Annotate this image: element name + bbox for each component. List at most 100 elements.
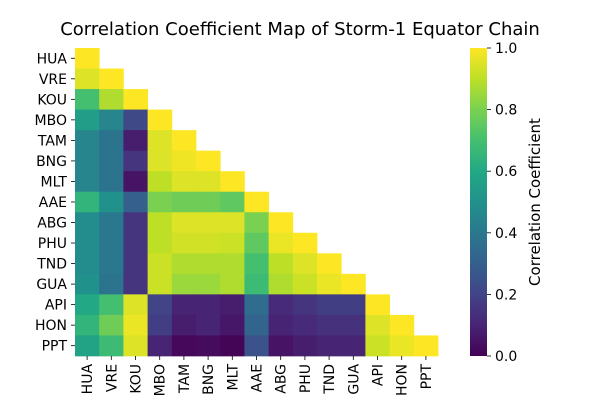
column-label: HON	[395, 364, 411, 396]
heatmap-cell	[171, 232, 197, 254]
heatmap-cell	[341, 273, 366, 295]
heatmap-cell	[75, 68, 100, 90]
row-label: VRE	[39, 72, 67, 88]
heatmap-cell	[196, 314, 221, 336]
heatmap-cell	[171, 273, 197, 295]
heatmap-cell	[389, 314, 415, 336]
colorbar-ticks: 0.0 0.2 0.4 0.6 0.8 1.0	[487, 41, 517, 365]
heatmap-cell	[99, 294, 124, 316]
heatmap-cell	[123, 89, 148, 110]
colorbar-tick-label: 0.2	[495, 287, 517, 303]
heatmap-cell	[123, 109, 148, 131]
column-label: PPT	[419, 364, 435, 390]
heatmap-cell	[220, 232, 245, 254]
heatmap-cell	[365, 335, 390, 357]
heatmap-cell	[196, 294, 221, 316]
heatmap-cell	[292, 335, 318, 357]
heatmap-cell	[220, 335, 245, 357]
heatmap-cell	[171, 335, 197, 357]
heatmap-cell	[244, 253, 269, 275]
heatmap-cell	[292, 314, 318, 336]
row-label: HUA	[37, 51, 68, 67]
heatmap-cell	[220, 273, 245, 295]
row-label: AAE	[39, 195, 67, 211]
heatmap-cell	[268, 294, 294, 316]
chart-title: Correlation Coefficient Map of Storm-1 E…	[60, 19, 540, 40]
row-label: PHU	[38, 236, 67, 252]
heatmap-cell	[244, 294, 269, 316]
column-labels: HUA VRE KOU MBO TAM BNG MLT AAE ABG PHU TND GUA API H…	[80, 355, 435, 396]
heatmap-cell	[123, 171, 148, 193]
heatmap-cell	[292, 294, 318, 316]
heatmap-cell	[75, 191, 100, 213]
column-label: AAE	[250, 364, 266, 392]
heatmap-cell	[147, 232, 173, 254]
heatmap-cell	[75, 294, 100, 316]
column-label: MBO	[153, 364, 169, 396]
heatmap-cell	[244, 232, 269, 254]
heatmap-cell	[244, 314, 269, 336]
heatmap-cell	[220, 212, 245, 234]
row-label: GUA	[36, 277, 67, 293]
colorbar-tick-label: 0.8	[495, 103, 517, 119]
heatmap-cell	[75, 273, 100, 295]
heatmap-cell	[196, 253, 221, 275]
heatmap-cell	[75, 232, 100, 254]
heatmap-cell	[341, 335, 366, 357]
row-label: TND	[36, 257, 67, 273]
heatmap-cell	[147, 212, 173, 234]
heatmap-cell	[196, 171, 221, 193]
heatmap-cell	[75, 89, 100, 110]
heatmap-cell	[75, 314, 100, 336]
heatmap-cell	[75, 48, 100, 69]
heatmap-cell	[365, 294, 390, 316]
heatmap-cell	[268, 232, 294, 254]
heatmap-cell	[99, 273, 124, 295]
heatmap-cell	[99, 68, 124, 90]
colorbar-tick-label: 0.4	[495, 226, 517, 242]
heatmap-cell	[292, 273, 318, 295]
row-label: ABG	[37, 216, 67, 232]
column-label: KOU	[129, 364, 145, 394]
heatmap-cell	[341, 314, 366, 336]
heatmap-cell	[123, 191, 148, 213]
colorbar-tick-label: 0.0	[495, 349, 517, 365]
heatmap-cells	[75, 48, 439, 357]
column-label: TND	[322, 364, 338, 395]
row-label: API	[45, 298, 67, 314]
column-label: BNG	[201, 364, 217, 395]
heatmap-cell	[196, 335, 221, 357]
heatmap-cell	[413, 335, 439, 357]
heatmap-cell	[268, 273, 294, 295]
heatmap-cell	[123, 273, 148, 295]
heatmap-cell	[268, 212, 294, 234]
heatmap-cell	[196, 232, 221, 254]
heatmap-cell	[317, 314, 342, 336]
colorbar: 0.0 0.2 0.4 0.6 0.8 1.0 Correlation Coefficie…	[470, 41, 544, 365]
heatmap-cell	[123, 294, 148, 316]
heatmap-cell	[244, 212, 269, 234]
row-label: MLT	[40, 174, 67, 190]
heatmap-cell	[147, 130, 173, 152]
row-label: KOU	[37, 92, 67, 108]
column-label: GUA	[346, 364, 362, 395]
row-label: TAM	[37, 133, 67, 149]
heatmap-cell	[171, 150, 197, 172]
column-label: PHU	[298, 364, 314, 393]
heatmap-cell	[268, 253, 294, 275]
heatmap-cell	[244, 273, 269, 295]
column-label: ABG	[274, 364, 290, 394]
heatmap-cell	[123, 150, 148, 172]
heatmap-cell	[75, 253, 100, 275]
heatmap-cell	[365, 314, 390, 336]
column-label: TAM	[177, 364, 193, 394]
row-label: HON	[35, 318, 67, 334]
heatmap-cell	[75, 130, 100, 152]
heatmap-cell	[171, 253, 197, 275]
heatmap-cell	[99, 150, 124, 172]
heatmap-cell	[123, 253, 148, 275]
heatmap-cell	[123, 212, 148, 234]
heatmap-cell	[171, 130, 197, 152]
colorbar-label: Correlation Coefficient	[526, 118, 544, 286]
